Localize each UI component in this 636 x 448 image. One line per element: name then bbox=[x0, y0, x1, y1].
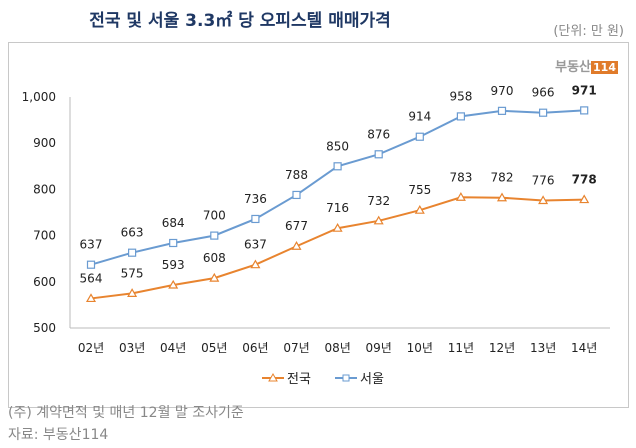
y-tick-label: 900 bbox=[33, 136, 56, 150]
chart-frame bbox=[8, 42, 629, 408]
data-point bbox=[455, 192, 466, 201]
data-label: 776 bbox=[532, 173, 555, 187]
data-label: 575 bbox=[121, 266, 144, 280]
x-tick-label: 02년 bbox=[78, 341, 104, 355]
data-label: 564 bbox=[80, 271, 103, 285]
y-tick-label: 600 bbox=[33, 275, 56, 289]
data-point bbox=[291, 241, 302, 250]
data-point bbox=[128, 248, 137, 257]
data-label: 971 bbox=[572, 83, 597, 97]
source-note: 자료: 부동산114 bbox=[8, 427, 109, 443]
x-tick-label: 11년 bbox=[448, 341, 474, 355]
data-point bbox=[497, 106, 507, 115]
data-point bbox=[127, 288, 138, 297]
data-label: 788 bbox=[285, 168, 308, 182]
y-tick-label: 700 bbox=[33, 229, 56, 243]
data-label: 876 bbox=[367, 127, 390, 141]
data-label: 966 bbox=[532, 86, 555, 100]
data-point bbox=[169, 238, 178, 248]
x-tick-label: 07년 bbox=[283, 341, 309, 355]
data-label: 958 bbox=[449, 89, 472, 103]
unit-label: (단위: 만 원) bbox=[553, 24, 624, 39]
x-tick-label: 12년 bbox=[489, 341, 515, 355]
y-tick-label: 500 bbox=[33, 321, 56, 335]
x-tick-label: 08년 bbox=[324, 341, 350, 355]
data-label: 970 bbox=[491, 84, 514, 98]
data-point bbox=[85, 293, 97, 303]
data-label: 732 bbox=[367, 194, 390, 208]
y-tick-label: 800 bbox=[33, 182, 56, 196]
data-point bbox=[251, 214, 260, 224]
logo: 부동산 114 bbox=[555, 56, 618, 75]
data-label: 593 bbox=[162, 258, 185, 272]
legend-label: 전국 bbox=[287, 372, 311, 387]
logo-text: 부동산 bbox=[555, 60, 592, 75]
x-tick-label: 05년 bbox=[201, 341, 227, 355]
x-tick-label: 10년 bbox=[407, 341, 433, 355]
data-label: 782 bbox=[491, 171, 514, 185]
x-tick-label: 14년 bbox=[571, 341, 597, 355]
data-point bbox=[538, 108, 548, 117]
x-tick-label: 06년 bbox=[242, 341, 268, 355]
data-label: 637 bbox=[80, 238, 103, 252]
footnote: (주) 계약면적 및 매년 12월 말 조사기준 bbox=[8, 405, 244, 421]
data-point bbox=[538, 195, 549, 205]
legend-label: 서울 bbox=[360, 372, 384, 387]
data-point bbox=[456, 112, 465, 121]
x-tick-label: 13년 bbox=[530, 341, 556, 355]
legend-marker bbox=[268, 372, 278, 382]
data-point bbox=[86, 260, 96, 269]
data-label: 914 bbox=[408, 110, 431, 124]
chart-title: 전국 및 서울 3.3㎡ 당 오피스텔 매매가격 bbox=[89, 11, 391, 31]
data-point bbox=[333, 162, 342, 171]
x-tick-label: 09년 bbox=[366, 341, 392, 355]
data-label: 677 bbox=[285, 219, 308, 233]
data-label: 850 bbox=[326, 139, 349, 153]
data-label: 755 bbox=[408, 183, 431, 197]
data-point bbox=[580, 106, 589, 115]
data-point bbox=[579, 194, 590, 204]
series-line-서울 bbox=[90, 109, 585, 266]
data-point bbox=[250, 259, 261, 269]
data-label: 663 bbox=[121, 226, 144, 240]
data-label: 778 bbox=[572, 173, 597, 187]
data-point bbox=[496, 192, 508, 202]
data-label: 783 bbox=[449, 170, 472, 184]
x-tick-label: 03년 bbox=[119, 341, 145, 355]
data-point bbox=[332, 222, 343, 232]
data-point bbox=[292, 190, 301, 200]
y-tick-label: 1,000 bbox=[22, 90, 56, 104]
data-label: 608 bbox=[203, 251, 226, 265]
x-tick-label: 04년 bbox=[160, 341, 186, 355]
logo-number: 114 bbox=[591, 61, 618, 74]
data-label: 684 bbox=[162, 216, 185, 230]
data-point bbox=[414, 204, 425, 214]
data-point bbox=[168, 279, 179, 289]
data-point bbox=[373, 215, 384, 225]
data-point bbox=[210, 231, 219, 240]
data-point bbox=[374, 150, 383, 159]
data-label: 716 bbox=[326, 201, 349, 215]
data-label: 637 bbox=[244, 238, 267, 252]
data-label: 736 bbox=[244, 192, 267, 206]
legend-marker bbox=[342, 374, 350, 382]
data-point bbox=[415, 132, 424, 141]
data-point bbox=[209, 272, 220, 282]
data-label: 700 bbox=[203, 209, 226, 223]
